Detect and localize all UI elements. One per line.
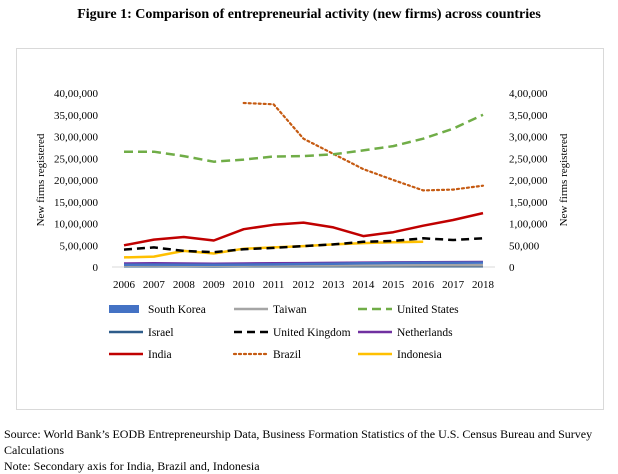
x-tick-label: 2008	[173, 279, 196, 291]
legend-label-taiwan: Taiwan	[273, 304, 307, 316]
legend-label-india: India	[148, 349, 172, 361]
x-tick-label: 2012	[293, 279, 315, 291]
y-tick-label: 40,00,000	[54, 88, 99, 100]
series-line-india	[123, 211, 484, 247]
y2-tick-label: 1,00,000	[509, 219, 548, 231]
series-line-south-korea	[123, 261, 484, 267]
y-tick-label: 20,00,000	[54, 175, 99, 187]
note-text: Note: Secondary axis for India, Brazil a…	[4, 459, 260, 473]
y-tick-label: 25,00,000	[54, 153, 99, 165]
y-tick-label: 0	[93, 262, 99, 274]
legend-label-united-kingdom: United Kingdom	[273, 327, 351, 339]
chart-frame	[16, 48, 604, 410]
y2-axis-title: New firms registered	[558, 133, 570, 226]
legend-label-netherlands: Netherlands	[397, 327, 453, 339]
y-tick-label: 10,00,000	[54, 219, 99, 231]
y2-tick-label: 4,00,000	[509, 88, 548, 100]
legend-label-brazil: Brazil	[273, 349, 301, 361]
x-tick-label: 2013	[322, 279, 345, 291]
source-text: Source: World Bank’s EODB Entrepreneursh…	[4, 427, 593, 457]
y-axis-title: New firms registered	[35, 133, 47, 226]
x-tick-label: 2015	[382, 279, 405, 291]
x-tick-label: 2011	[263, 279, 285, 291]
y-tick-label: 30,00,000	[54, 132, 99, 144]
y2-tick-label: 0	[509, 262, 515, 274]
y-tick-label: 5,00,000	[60, 240, 99, 252]
x-tick-label: 2016	[412, 279, 435, 291]
x-tick-label: 2010	[233, 279, 256, 291]
series-line-united-kingdom	[123, 237, 484, 254]
legend-label-south-korea: South Korea	[148, 304, 206, 316]
y-tick-label: 15,00,000	[54, 197, 99, 209]
x-tick-label: 2017	[442, 279, 465, 291]
x-tick-label: 2006	[113, 279, 136, 291]
figure-title: Figure 1: Comparison of entrepreneurial …	[77, 7, 541, 22]
x-tick-label: 2014	[352, 279, 375, 291]
y-tick-label: 35,00,000	[54, 110, 99, 122]
y2-tick-label: 1,50,000	[509, 197, 548, 209]
legend-swatch-south-korea	[109, 305, 139, 313]
source-notes: Source: World Bank’s EODB Entrepreneursh…	[4, 426, 616, 474]
y2-tick-label: 3,50,000	[509, 110, 548, 122]
y2-tick-label: 2,00,000	[509, 175, 548, 187]
x-tick-label: 2018	[472, 279, 495, 291]
legend-label-israel: Israel	[148, 327, 174, 339]
legend-label-indonesia: Indonesia	[397, 349, 442, 361]
legend-label-united-states: United States	[397, 304, 459, 316]
series-line-united-states	[124, 113, 484, 163]
y2-tick-label: 2,50,000	[509, 153, 548, 165]
x-tick-label: 2007	[143, 279, 166, 291]
y2-tick-label: 50,000	[509, 240, 540, 252]
series-line-brazil	[242, 101, 485, 192]
y2-tick-label: 3,00,000	[509, 132, 548, 144]
x-tick-label: 2009	[203, 279, 226, 291]
